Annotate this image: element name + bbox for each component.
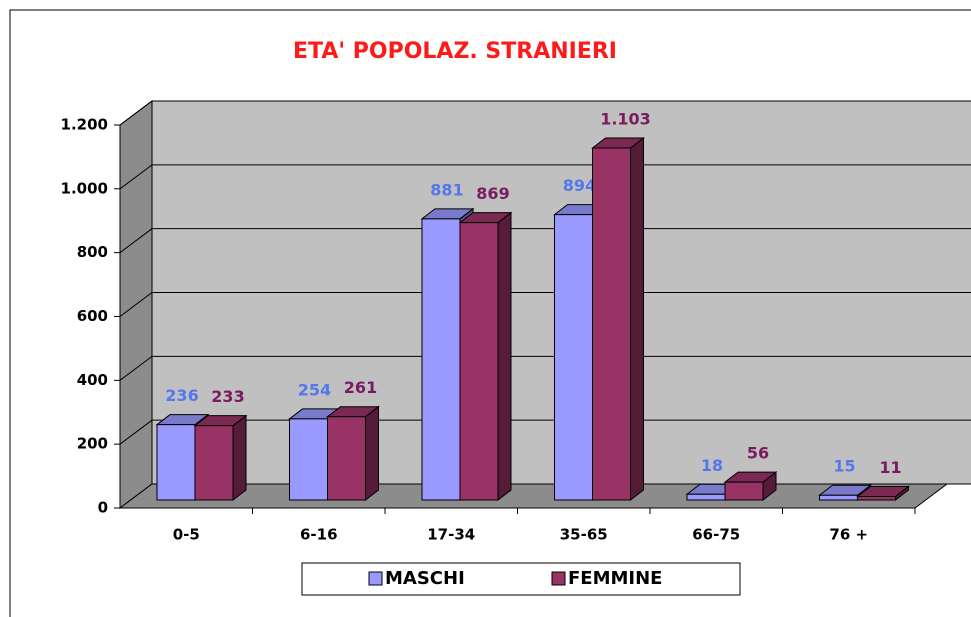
- bar-face: [289, 418, 328, 501]
- value-label: 11: [879, 458, 901, 477]
- value-label: 881: [430, 180, 463, 199]
- bar-face: [421, 218, 461, 501]
- y-tick-label: 400: [77, 371, 108, 389]
- bar-face: [857, 495, 896, 501]
- bar-face: [724, 481, 764, 501]
- value-label: 233: [211, 387, 244, 406]
- bar-face: [497, 211, 512, 502]
- bar-face: [156, 424, 196, 501]
- value-label: 1.103: [600, 109, 651, 128]
- bar: [856, 485, 910, 502]
- grid-line: [119, 164, 971, 190]
- bar-face: [194, 425, 234, 501]
- legend-box: [301, 562, 741, 596]
- x-tick-label: 0-5: [173, 526, 200, 544]
- bar-face: [459, 222, 499, 501]
- frame: [9, 9, 971, 617]
- value-label: 18: [701, 456, 723, 475]
- value-label: 261: [344, 378, 377, 397]
- legend-label: MASCHI: [385, 568, 465, 589]
- y-tick-label: 600: [77, 307, 108, 325]
- grid-line: [119, 100, 971, 126]
- bar-face: [686, 493, 726, 501]
- legend-swatch: [368, 571, 383, 586]
- bar-face: [554, 214, 593, 501]
- y-tick-label: 1.000: [61, 179, 108, 197]
- grid-line: [119, 419, 971, 445]
- legend-swatch: [551, 571, 566, 586]
- value-label: 894: [563, 176, 596, 195]
- grid-line: [119, 355, 971, 381]
- value-label: 236: [165, 386, 198, 405]
- bar: [193, 414, 248, 502]
- x-tick-label: 76 +: [829, 526, 868, 544]
- bar-face: [365, 405, 379, 502]
- bar-face: [232, 414, 247, 502]
- value-label: 254: [298, 380, 331, 399]
- value-label: 15: [833, 457, 855, 476]
- bar-face: [592, 147, 631, 501]
- bar: [723, 471, 778, 502]
- x-tick-label: 35-65: [560, 526, 608, 544]
- y-tick-label: 200: [77, 435, 108, 453]
- bar: [326, 405, 380, 502]
- y-tick-label: 1.200: [61, 116, 108, 134]
- y-tick-label: 0: [98, 499, 108, 517]
- grid-line: [119, 228, 971, 254]
- value-label: 869: [476, 184, 509, 203]
- x-tick-label: 6-16: [300, 526, 338, 544]
- bar-face: [819, 494, 858, 501]
- bar: [591, 136, 645, 502]
- chart-title: ETA' POPOLAZ. STRANIERI: [293, 39, 617, 64]
- x-tick-label: 17-34: [427, 526, 475, 544]
- x-tick-label: 66-75: [692, 526, 740, 544]
- grid-line: [119, 292, 971, 317]
- bar: [458, 211, 513, 502]
- y-tick-label: 800: [77, 243, 108, 261]
- legend-label: FEMMINE: [568, 568, 662, 589]
- value-label: 56: [747, 444, 769, 463]
- bar-face: [630, 136, 644, 502]
- bar-face: [327, 416, 366, 501]
